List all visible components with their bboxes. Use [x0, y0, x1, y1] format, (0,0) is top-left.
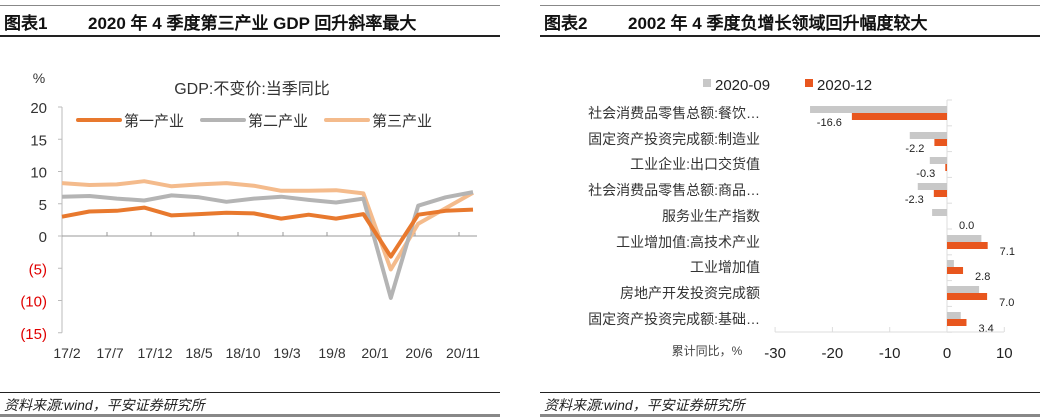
data-label: 7.1 [1000, 246, 1015, 258]
figure-title: 2020 年 4 季度第三产业 GDP 回升斜率最大 [88, 14, 417, 33]
y-axis-unit: % [33, 70, 45, 86]
figure-number: 图表2 [544, 14, 588, 33]
bar-2020-12 [947, 267, 964, 274]
legend-label: 第二产业 [248, 112, 308, 130]
y-tick-label: (10) [20, 294, 47, 311]
x-axis-label: 累计同比，% [672, 344, 743, 358]
bar-2020-09 [909, 132, 947, 139]
x-tick-label: 20/11 [446, 345, 480, 361]
x-tick-label: 19/8 [318, 345, 345, 361]
bar-2020-09 [947, 312, 961, 319]
y-tick-label: (5) [29, 261, 47, 278]
x-tick-label: 19/3 [273, 345, 300, 361]
y-tick-label: 0 [39, 229, 47, 246]
legend-label: 2020-12 [817, 77, 872, 94]
bar-2020-09 [932, 209, 947, 216]
x-tick-label: 18/10 [225, 345, 260, 361]
left-figure: 图表1 2020 年 4 季度第三产业 GDP 回升斜率最大 资料来源:wind，… [0, 0, 500, 420]
footer-rule [540, 392, 1040, 393]
data-label: 3.4 [978, 323, 993, 335]
figure-number: 图表1 [4, 14, 48, 33]
x-tick-label: 17/12 [137, 345, 172, 361]
header-rule [0, 35, 500, 37]
data-label: 0.0 [959, 220, 974, 232]
data-label: -16.6 [817, 117, 842, 129]
bar-2020-12 [851, 113, 947, 120]
bar-2020-09 [917, 183, 947, 190]
figure-title: 2002 年 4 季度负增长领域回升幅度较大 [628, 14, 928, 33]
y-tick-label: 5 [39, 197, 47, 214]
legend-swatch [805, 79, 813, 87]
category-label: 房地产开发投资完成额 [620, 285, 760, 301]
data-label: -2.3 [905, 194, 924, 206]
series-line-第二产业 [61, 190, 474, 300]
legend-label: 第三产业 [372, 112, 432, 130]
bar-2020-09 [929, 157, 947, 164]
header-rule [540, 5, 1040, 6]
x-tick-label: 10 [996, 345, 1013, 362]
x-tick-label: 0 [943, 345, 951, 362]
bar-2020-09 [947, 235, 982, 242]
category-label: 工业增加值:高技术产业 [616, 234, 760, 250]
footer-rule [0, 414, 500, 417]
y-tick-label: 15 [30, 132, 47, 149]
x-tick-label: 18/5 [185, 345, 212, 361]
category-label: 工业增加值 [690, 259, 760, 275]
category-label: 固定资产投资完成额:制造业 [588, 131, 760, 147]
x-tick-label: -20 [822, 345, 844, 362]
category-label: 固定资产投资完成额:基础… [588, 311, 760, 327]
footer-rule [540, 414, 1040, 417]
category-label: 社会消费品零售总额:商品… [588, 182, 760, 198]
category-label: 工业企业:出口交货值 [630, 156, 760, 172]
x-tick-label: -30 [764, 345, 786, 362]
right-figure: 图表2 2002 年 4 季度负增长领域回升幅度较大 资料来源:wind，平安证券… [540, 0, 1040, 420]
data-label: -0.3 [916, 168, 935, 180]
x-tick-label: 20/6 [405, 345, 432, 361]
y-tick-label: 20 [30, 100, 47, 117]
y-tick-label: (15) [20, 326, 47, 343]
data-label: 7.0 [999, 297, 1014, 309]
legend-label: 第一产业 [124, 112, 184, 130]
bar-2020-12 [945, 164, 947, 171]
bar-2020-12 [947, 242, 988, 249]
x-tick-label: 17/2 [53, 345, 80, 361]
bar-2020-09 [947, 286, 980, 293]
source-note: 资料来源:wind，平安证券研究所 [544, 397, 745, 413]
x-tick-label: 20/1 [361, 345, 388, 361]
bar-2020-12 [933, 190, 947, 197]
bar-2020-12 [947, 293, 988, 300]
x-tick-label: 17/7 [96, 345, 123, 361]
bar-2020-12 [934, 139, 947, 146]
header-rule [540, 35, 1040, 37]
footer-rule [0, 392, 500, 393]
figure-header: 图表1 2020 年 4 季度第三产业 GDP 回升斜率最大 [4, 9, 416, 34]
chart-title: GDP:不变价:当季同比 [174, 80, 330, 98]
header-rule [0, 5, 500, 6]
legend-swatch [703, 79, 711, 87]
bar-2020-09 [810, 106, 947, 113]
bar-2020-09 [947, 260, 954, 267]
bar-2020-12 [947, 319, 967, 326]
data-label: 2.8 [975, 271, 990, 283]
data-label: -2.2 [905, 143, 924, 155]
source-note: 资料来源:wind，平安证券研究所 [4, 397, 205, 413]
legend-label: 2020-09 [715, 77, 770, 94]
x-tick-label: -10 [879, 345, 901, 362]
y-tick-label: 10 [30, 165, 47, 182]
category-label: 服务业生产指数 [662, 208, 760, 224]
series-line-第一产业 [61, 205, 474, 259]
figure-header: 图表2 2002 年 4 季度负增长领域回升幅度较大 [544, 9, 927, 34]
category-label: 社会消费品零售总额:餐饮… [588, 105, 760, 121]
